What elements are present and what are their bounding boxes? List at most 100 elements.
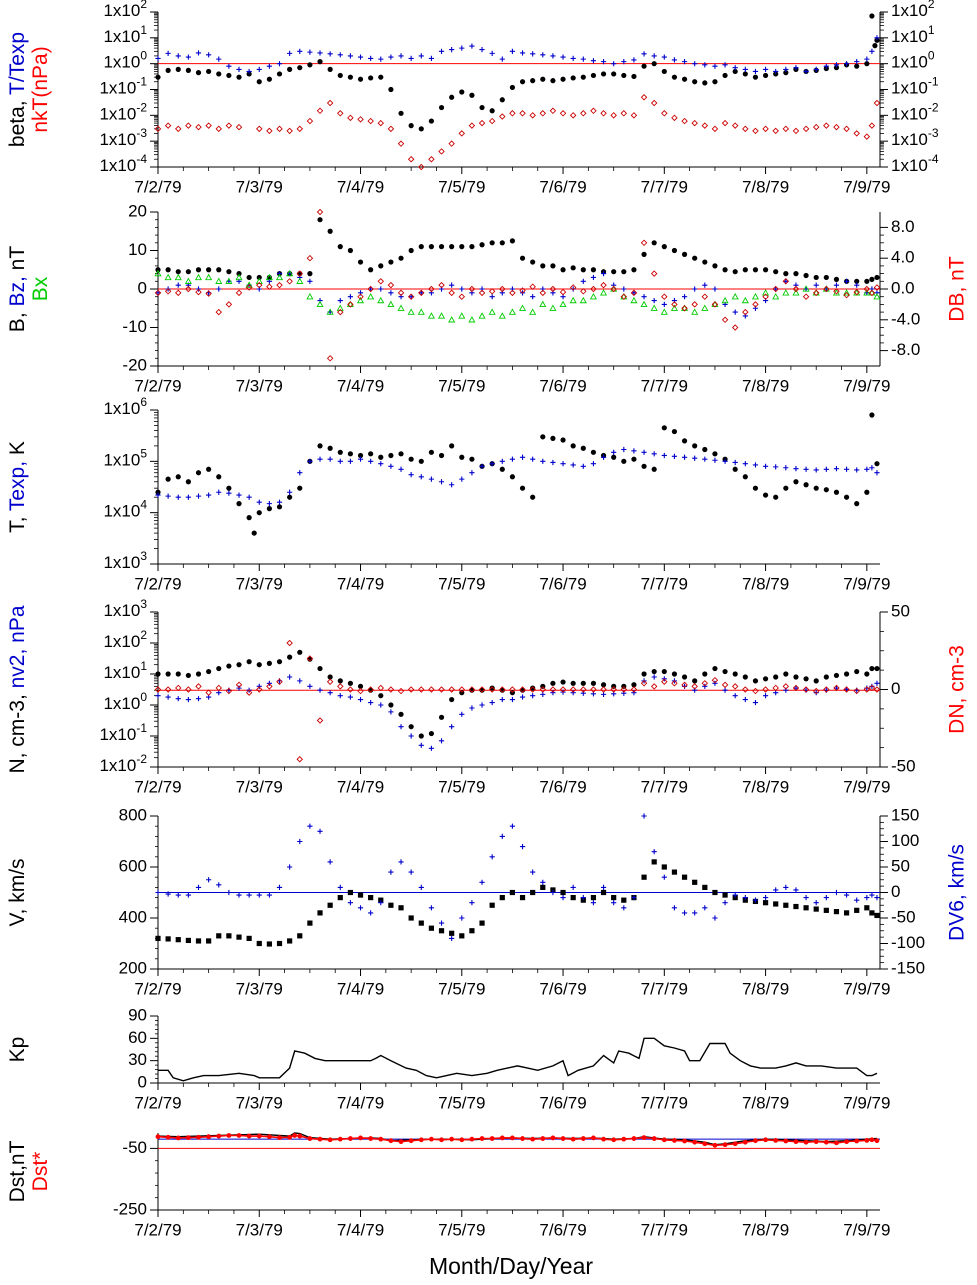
data-point (256, 274, 262, 281)
data-point (549, 107, 557, 115)
x-tick-label: 7/8/79 (742, 1093, 789, 1112)
y-tick-label: 1x103 (103, 549, 147, 572)
data-point (408, 915, 414, 921)
data-point (407, 155, 415, 163)
data-point (731, 122, 739, 129)
series-0 (155, 412, 880, 536)
data-point (823, 907, 829, 913)
data-point (347, 680, 353, 686)
data-point (246, 935, 252, 941)
y-tick-label-exp: 0 (140, 49, 147, 63)
data-point (651, 849, 657, 855)
y-axis-label-part: Dst,nT (6, 1140, 29, 1202)
data-point (570, 75, 576, 81)
data-point (540, 884, 546, 890)
data-point (874, 680, 880, 686)
data-point (772, 292, 780, 300)
y-tick-label-exp: 3 (140, 549, 147, 563)
data-point (823, 285, 830, 293)
data-point (772, 684, 779, 692)
data-point (590, 461, 597, 467)
data-point (691, 119, 698, 127)
data-point (327, 456, 333, 462)
data-point (468, 122, 476, 129)
data-point (671, 301, 678, 308)
data-point (731, 683, 739, 690)
data-point (469, 687, 475, 693)
data-point (337, 72, 343, 79)
data-point (651, 297, 657, 304)
data-point (732, 466, 738, 472)
data-point (236, 66, 242, 72)
data-point (773, 68, 779, 75)
data-point (297, 838, 303, 845)
data-point (722, 62, 728, 68)
data-point (701, 680, 709, 687)
data-point (408, 472, 414, 478)
y-tick-label-right: 1x100 (891, 49, 935, 72)
y-axis-label-part: nT (6, 246, 29, 271)
y-tick-label: 1x10-2 (99, 101, 147, 124)
x-tick-label: 7/7/79 (641, 979, 688, 998)
y-tick-label-right: 1x10-3 (891, 126, 939, 149)
data-point (692, 61, 698, 67)
data-point (489, 699, 495, 706)
data-point (692, 678, 698, 684)
data-point (185, 696, 191, 703)
data-point (570, 286, 576, 292)
data-point (347, 458, 353, 464)
data-point (347, 889, 353, 896)
data-point (802, 686, 810, 693)
data-point (702, 62, 708, 68)
data-point (661, 68, 667, 75)
data-point (731, 324, 739, 331)
data-point (317, 1136, 323, 1142)
data-point (530, 693, 536, 699)
data-point (772, 285, 779, 293)
data-point (631, 57, 637, 63)
data-point (732, 1141, 738, 1147)
data-point (793, 903, 799, 910)
data-point (519, 110, 526, 117)
data-point (590, 58, 597, 64)
data-point (651, 859, 657, 865)
x-tick-label: 7/8/79 (742, 574, 789, 593)
data-point (873, 292, 881, 300)
data-point (869, 665, 875, 672)
data-point (681, 874, 688, 880)
data-point (600, 686, 607, 693)
x-tick-label: 7/6/79 (539, 1220, 586, 1239)
data-point (226, 663, 232, 669)
data-point (722, 458, 728, 464)
x-tick-label: 7/3/79 (236, 376, 283, 395)
data-point (448, 140, 455, 147)
data-point (316, 107, 324, 115)
data-point (671, 428, 678, 435)
data-point (869, 412, 875, 418)
data-point (722, 900, 728, 906)
data-point (195, 288, 202, 296)
y-tick-label-right-exp: -4 (928, 152, 939, 166)
data-point (479, 47, 485, 53)
data-point (783, 271, 789, 277)
data-point (540, 458, 546, 464)
data-point (600, 271, 607, 277)
data-point (762, 66, 769, 72)
data-point (297, 48, 303, 54)
data-point (438, 244, 445, 250)
data-point (752, 897, 759, 903)
data-point (398, 255, 404, 261)
y-tick-label-right: 1x10-4 (891, 152, 939, 175)
x-tick-label: 7/4/79 (337, 574, 384, 593)
right-tick-label: -150 (891, 958, 925, 977)
data-point (357, 456, 364, 462)
data-point (165, 50, 171, 56)
data-point (439, 1137, 444, 1143)
data-point (792, 285, 800, 293)
data-point (854, 668, 860, 675)
data-point (347, 247, 353, 254)
data-point (367, 686, 374, 693)
data-point (833, 684, 840, 692)
data-point (803, 1139, 809, 1145)
data-point (742, 461, 748, 467)
